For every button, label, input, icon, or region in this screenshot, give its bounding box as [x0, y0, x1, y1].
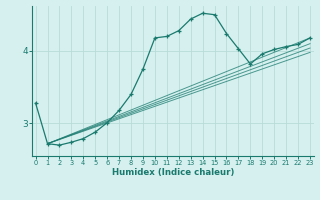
X-axis label: Humidex (Indice chaleur): Humidex (Indice chaleur) — [112, 168, 234, 177]
